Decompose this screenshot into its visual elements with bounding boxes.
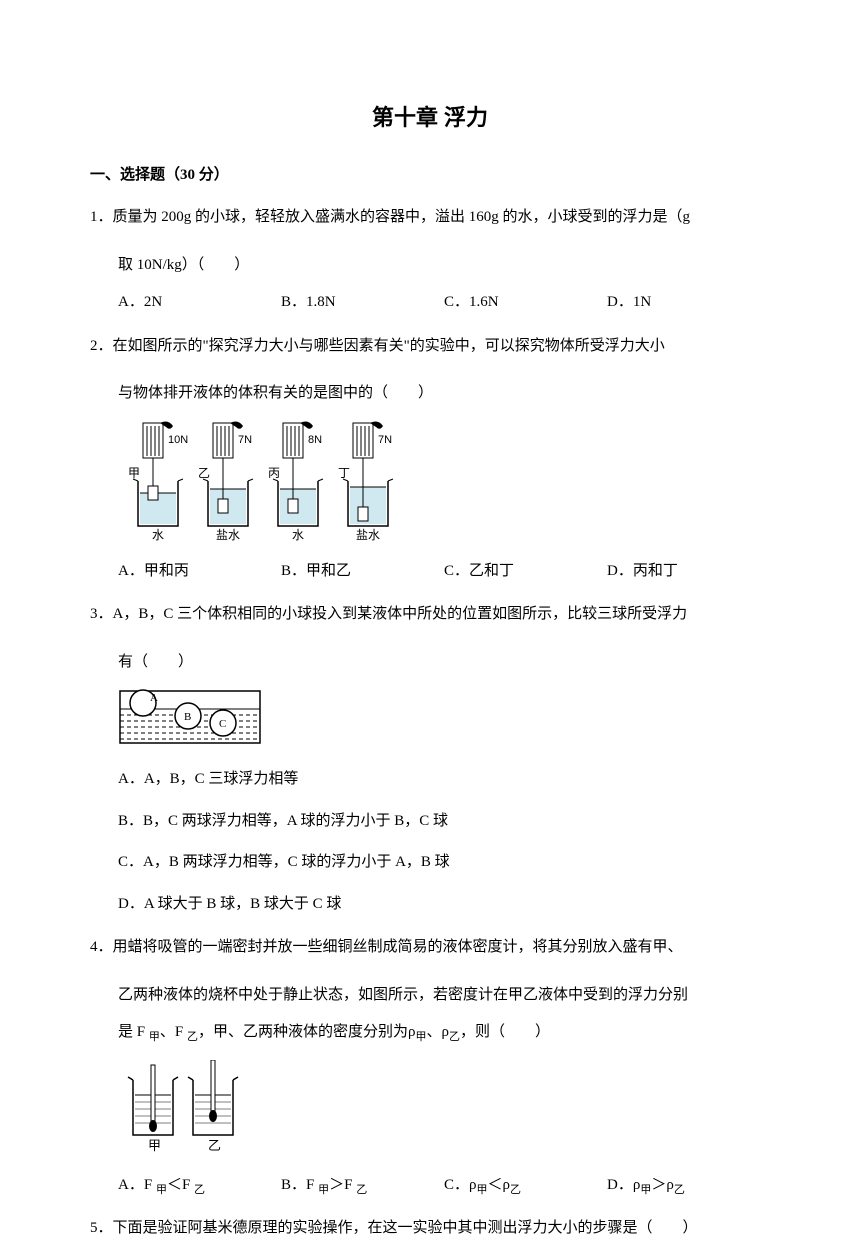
option-d: D．ρ甲＞ρ乙: [607, 1167, 770, 1205]
question-text: 质量为 200g 的小球，轻轻放入盛满水的容器中，溢出 160g 的水，小球受到…: [113, 209, 691, 225]
question-number: 2．: [90, 338, 113, 354]
option-c: C．A，B 两球浮力相等，C 球的浮力小于 A，B 球: [118, 844, 770, 882]
svg-text:丙: 丙: [268, 466, 280, 480]
svg-text:乙: 乙: [198, 466, 210, 480]
svg-text:A: A: [150, 692, 158, 704]
question-2-figure: 10N 甲 水 7N 乙: [90, 421, 770, 541]
svg-text:7N: 7N: [378, 434, 392, 446]
question-4-line2: 乙两种液体的烧杯中处于静止状态，如图所示，若密度计在甲乙液体中受到的浮力分别: [90, 977, 770, 1015]
option-c: C．ρ甲＜ρ乙: [444, 1167, 607, 1205]
question-text: 下面是验证阿基米德原理的实验操作，在这一实验中其中测出浮力大小的步骤是（ ）: [113, 1220, 698, 1236]
svg-text:B: B: [184, 711, 191, 723]
option-a: A．F 甲＜F 乙: [118, 1167, 281, 1205]
svg-text:盐水: 盐水: [356, 528, 380, 541]
question-4: 4．用蜡将吸管的一端密封并放一些细铜丝制成简易的液体密度计，将其分别放入盛有甲、: [90, 929, 770, 967]
question-1: 1．质量为 200g 的小球，轻轻放入盛满水的容器中，溢出 160g 的水，小球…: [90, 199, 770, 237]
section-header: 一、选择题（30 分）: [90, 163, 770, 187]
question-number: 1．: [90, 209, 113, 225]
question-3-figure: A B C: [90, 689, 770, 749]
question-4-figure: 甲 乙: [90, 1060, 770, 1155]
question-number: 5．: [90, 1220, 113, 1236]
option-a: A．2N: [118, 284, 281, 322]
svg-text:水: 水: [152, 528, 164, 541]
svg-text:丁: 丁: [338, 466, 350, 480]
svg-text:盐水: 盐水: [216, 528, 240, 541]
question-text: 用蜡将吸管的一端密封并放一些细铜丝制成简易的液体密度计，将其分别放入盛有甲、: [113, 939, 683, 955]
page-title: 第十章 浮力: [90, 100, 770, 135]
svg-text:10N: 10N: [168, 434, 188, 446]
question-1-line2: 取 10N/kg）（ ）: [90, 247, 770, 285]
question-3: 3．A，B，C 三个体积相同的小球投入到某液体中所处的位置如图所示，比较三球所受…: [90, 596, 770, 634]
option-c: C．1.6N: [444, 284, 607, 322]
question-number: 3．: [90, 606, 113, 622]
question-2-options: A．甲和丙 B．甲和乙 C．乙和丁 D．丙和丁: [90, 553, 770, 591]
question-number: 4．: [90, 939, 113, 955]
svg-text:7N: 7N: [238, 434, 252, 446]
option-b: B．甲和乙: [281, 553, 444, 591]
question-4-options: A．F 甲＜F 乙 B．F 甲＞F 乙 C．ρ甲＜ρ乙 D．ρ甲＞ρ乙: [90, 1167, 770, 1205]
question-3-options: A．A，B，C 三球浮力相等 B．B，C 两球浮力相等，A 球的浮力小于 B，C…: [90, 761, 770, 923]
question-3-line2: 有（ ）: [90, 644, 770, 682]
question-text: A，B，C 三个体积相同的小球投入到某液体中所处的位置如图所示，比较三球所受浮力: [113, 606, 688, 622]
svg-text:甲: 甲: [128, 466, 140, 480]
question-2-line2: 与物体排开液体的体积有关的是图中的（ ）: [90, 375, 770, 413]
option-d: D．1N: [607, 284, 770, 322]
svg-text:8N: 8N: [308, 434, 322, 446]
option-a: A．A，B，C 三球浮力相等: [118, 761, 770, 799]
svg-text:水: 水: [292, 528, 304, 541]
question-4-line3: 是 F 甲、F 乙，甲、乙两种液体的密度分别为ρ甲、ρ乙，则（ ）: [90, 1014, 770, 1052]
option-c: C．乙和丁: [444, 553, 607, 591]
option-b: B．B，C 两球浮力相等，A 球的浮力小于 B，C 球: [118, 803, 770, 841]
option-a: A．甲和丙: [118, 553, 281, 591]
question-2: 2．在如图所示的"探究浮力大小与哪些因素有关"的实验中，可以探究物体所受浮力大小: [90, 328, 770, 366]
option-b: B．F 甲＞F 乙: [281, 1167, 444, 1205]
svg-text:甲: 甲: [148, 1138, 161, 1153]
option-d: D．丙和丁: [607, 553, 770, 591]
option-b: B．1.8N: [281, 284, 444, 322]
svg-text:C: C: [219, 718, 226, 730]
svg-text:乙: 乙: [208, 1138, 221, 1153]
option-d: D．A 球大于 B 球，B 球大于 C 球: [118, 886, 770, 924]
question-text: 在如图所示的"探究浮力大小与哪些因素有关"的实验中，可以探究物体所受浮力大小: [113, 338, 665, 354]
question-1-options: A．2N B．1.8N C．1.6N D．1N: [90, 284, 770, 322]
